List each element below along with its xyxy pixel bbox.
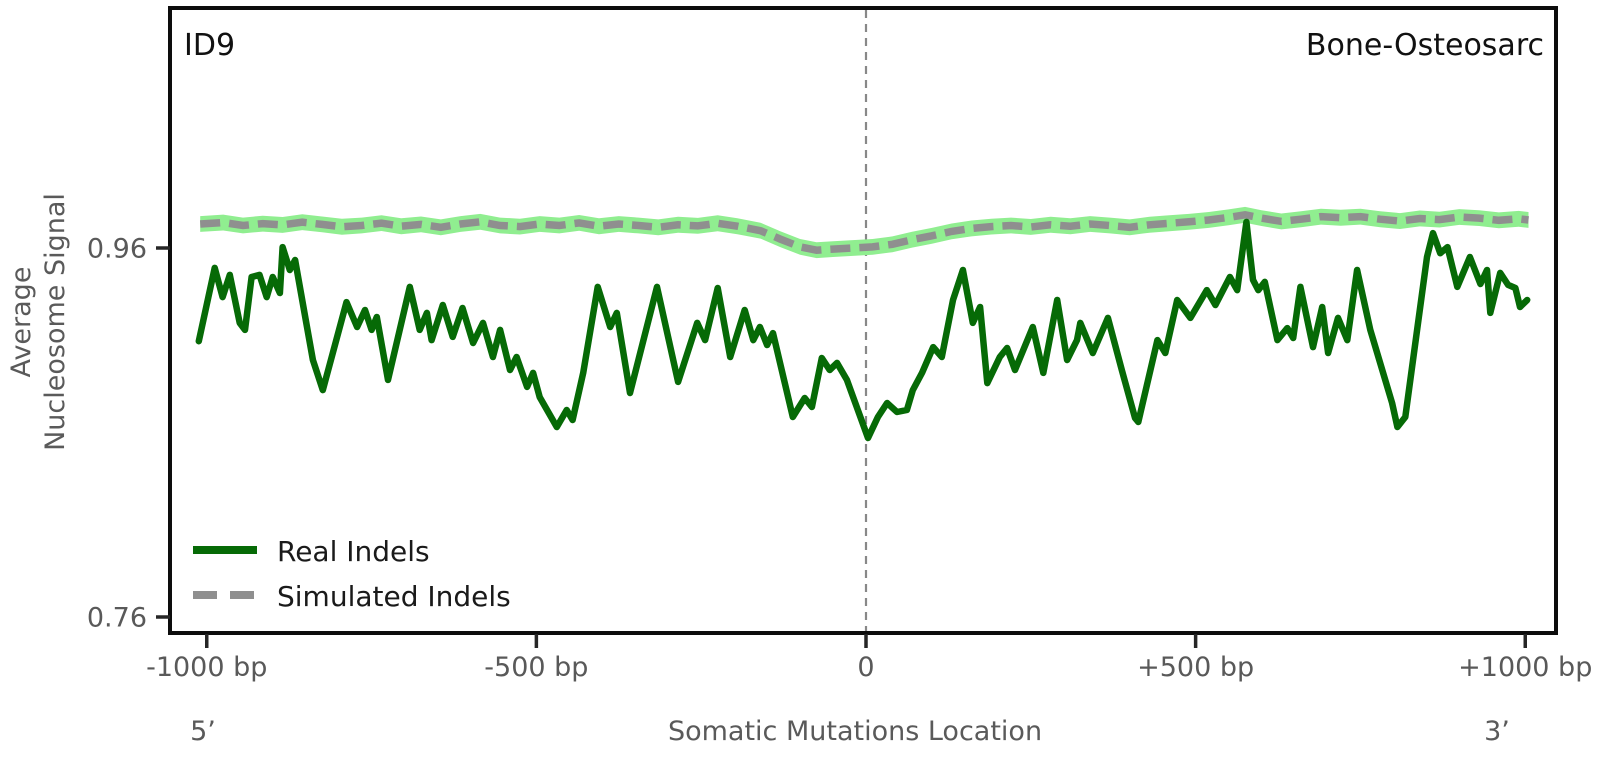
x-axis-ticks: -1000 bp -500 bp 0 +500 bp +1000 bp: [146, 634, 1592, 683]
legend-label-simulated-indels: Simulated Indels: [277, 580, 511, 613]
legend-label-real-indels: Real Indels: [277, 535, 430, 568]
x-tick-label: +500 bp: [1137, 652, 1254, 683]
x-tick-label: -500 bp: [484, 652, 588, 683]
y-axis-label-line2: Nucleosome Signal: [40, 193, 71, 451]
simulated-indels-line: [199, 210, 1529, 254]
legend-item-real: Real Indels: [193, 535, 430, 568]
plot-border: [168, 6, 1558, 635]
legend: Real Indels Simulated Indels: [193, 535, 511, 613]
x-tick-label: 0: [857, 652, 874, 683]
three-prime-label: 3’: [1484, 716, 1510, 747]
real-indels-line: [195, 218, 1531, 442]
cancer-type-label: Bone-Osteosarc: [1306, 28, 1544, 63]
panel-id-label: ID9: [184, 28, 235, 63]
y-tick-label: 0.96: [87, 234, 147, 265]
y-axis-label-line1: Average: [6, 267, 37, 378]
x-tick-label: +1000 bp: [1458, 652, 1592, 683]
y-tick-label: 0.76: [87, 603, 147, 634]
legend-item-simulated: Simulated Indels: [193, 580, 511, 613]
x-tick-label: -1000 bp: [146, 652, 267, 683]
five-prime-label: 5’: [190, 716, 216, 747]
y-axis-ticks: 0.96 0.76: [87, 234, 170, 634]
x-axis-label: Somatic Mutations Location: [668, 716, 1042, 747]
simulated-confidence-band: [200, 206, 1529, 259]
